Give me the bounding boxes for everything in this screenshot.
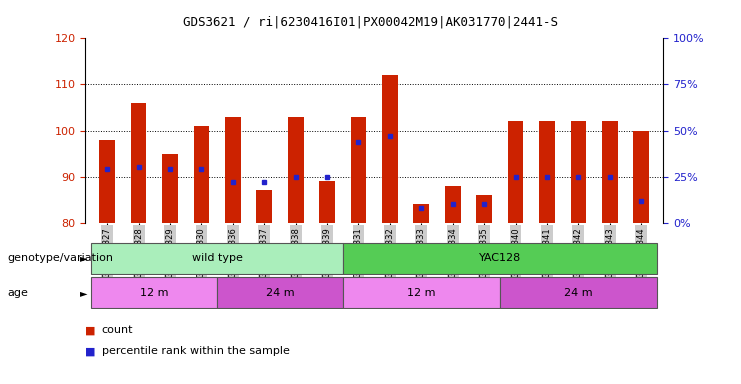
Bar [319,181,335,223]
Bar [99,140,115,223]
Bar [500,277,657,308]
Bar [343,243,657,274]
Bar [288,117,304,223]
Text: count: count [102,325,133,335]
Bar [256,190,272,223]
Bar [539,121,555,223]
Bar [445,186,461,223]
Text: GDS3621 / ri|6230416I01|PX00042M19|AK031770|2441-S: GDS3621 / ri|6230416I01|PX00042M19|AK031… [183,15,558,28]
Text: 24 m: 24 m [564,288,593,298]
Bar [217,277,343,308]
Text: ■: ■ [85,325,99,335]
Text: wild type: wild type [192,253,242,263]
Bar [162,154,178,223]
Text: age: age [7,288,28,298]
Text: 24 m: 24 m [266,288,294,298]
Bar [571,121,586,223]
Bar [130,103,147,223]
Text: 12 m: 12 m [140,288,168,298]
Text: percentile rank within the sample: percentile rank within the sample [102,346,290,356]
Text: YAC128: YAC128 [479,253,521,263]
Bar [382,75,398,223]
Bar [413,204,429,223]
Text: 12 m: 12 m [407,288,436,298]
Bar [350,117,366,223]
Bar [508,121,523,223]
Text: ■: ■ [85,346,99,356]
Bar [91,243,343,274]
Bar [193,126,209,223]
Bar [225,117,241,223]
Bar [602,121,618,223]
Bar [91,277,217,308]
Text: ►: ► [80,253,87,263]
Text: genotype/variation: genotype/variation [7,253,113,263]
Bar [634,131,649,223]
Text: ►: ► [80,288,87,298]
Bar [476,195,492,223]
Bar [343,277,500,308]
